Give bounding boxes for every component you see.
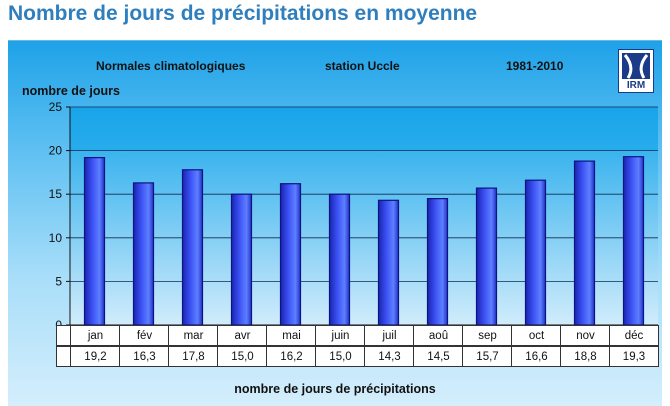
x-tick-label: oct bbox=[511, 325, 561, 346]
logo-graphic bbox=[622, 53, 650, 79]
y-tick-label: 15 bbox=[49, 187, 63, 201]
data-label: 14,5 bbox=[413, 346, 463, 367]
data-label: 16,3 bbox=[119, 346, 169, 367]
table-stub bbox=[56, 325, 71, 346]
bar-juil bbox=[377, 199, 400, 326]
data-label: 16,6 bbox=[511, 346, 561, 367]
bar-nov bbox=[573, 160, 596, 326]
header-right: 1981-2010 bbox=[506, 59, 564, 73]
x-tick-label: aoû bbox=[413, 325, 463, 346]
x-tick-label: mar bbox=[168, 325, 218, 346]
logo-text: IRM bbox=[626, 80, 646, 91]
header-left: Normales climatologiques bbox=[96, 59, 246, 73]
irm-logo-icon: IRM bbox=[618, 49, 654, 93]
bar-fév bbox=[132, 182, 155, 326]
header-center: station Uccle bbox=[325, 59, 400, 73]
y-tick-label: 20 bbox=[49, 144, 63, 158]
bar-aoû bbox=[426, 198, 449, 326]
data-label: 15,0 bbox=[315, 346, 365, 367]
x-tick-label: juil bbox=[364, 325, 414, 346]
bar-juin bbox=[328, 193, 351, 326]
data-label: 14,3 bbox=[364, 346, 414, 367]
data-label: 17,8 bbox=[168, 346, 218, 367]
x-tick-label: juin bbox=[315, 325, 365, 346]
x-tick-label: fév bbox=[119, 325, 169, 346]
data-label: 19,2 bbox=[70, 346, 120, 367]
data-label: 19,3 bbox=[609, 346, 659, 367]
bar-mar bbox=[181, 169, 204, 326]
table-stub bbox=[56, 346, 71, 367]
y-tick-label: 25 bbox=[49, 100, 63, 114]
data-label: 15,7 bbox=[462, 346, 512, 367]
data-label: 15,0 bbox=[217, 346, 267, 367]
plot-top-band bbox=[70, 107, 658, 151]
bar-sep bbox=[475, 187, 498, 326]
bar-avr bbox=[230, 193, 253, 326]
data-label: 16,2 bbox=[266, 346, 316, 367]
x-tick-label: nov bbox=[560, 325, 610, 346]
x-tick-label: mai bbox=[266, 325, 316, 346]
bar-mai bbox=[279, 183, 302, 326]
x-tick-label: avr bbox=[217, 325, 267, 346]
y-axis-title: nombre de jours bbox=[22, 84, 120, 98]
chart-panel: Normales climatologiques station Uccle 1… bbox=[8, 40, 662, 406]
y-tick-label: 10 bbox=[49, 231, 63, 245]
y-tick-label: 5 bbox=[55, 274, 62, 288]
x-axis-title: nombre de jours de précipitations bbox=[234, 382, 436, 396]
bar-déc bbox=[622, 156, 645, 326]
x-tick-label: jan bbox=[70, 325, 120, 346]
page-title: Nombre de jours de précipitations en moy… bbox=[8, 2, 478, 25]
bar-oct bbox=[524, 179, 547, 326]
x-tick-label: sep bbox=[462, 325, 512, 346]
bar-jan bbox=[83, 156, 106, 326]
data-label: 18,8 bbox=[560, 346, 610, 367]
x-tick-label: déc bbox=[609, 325, 659, 346]
